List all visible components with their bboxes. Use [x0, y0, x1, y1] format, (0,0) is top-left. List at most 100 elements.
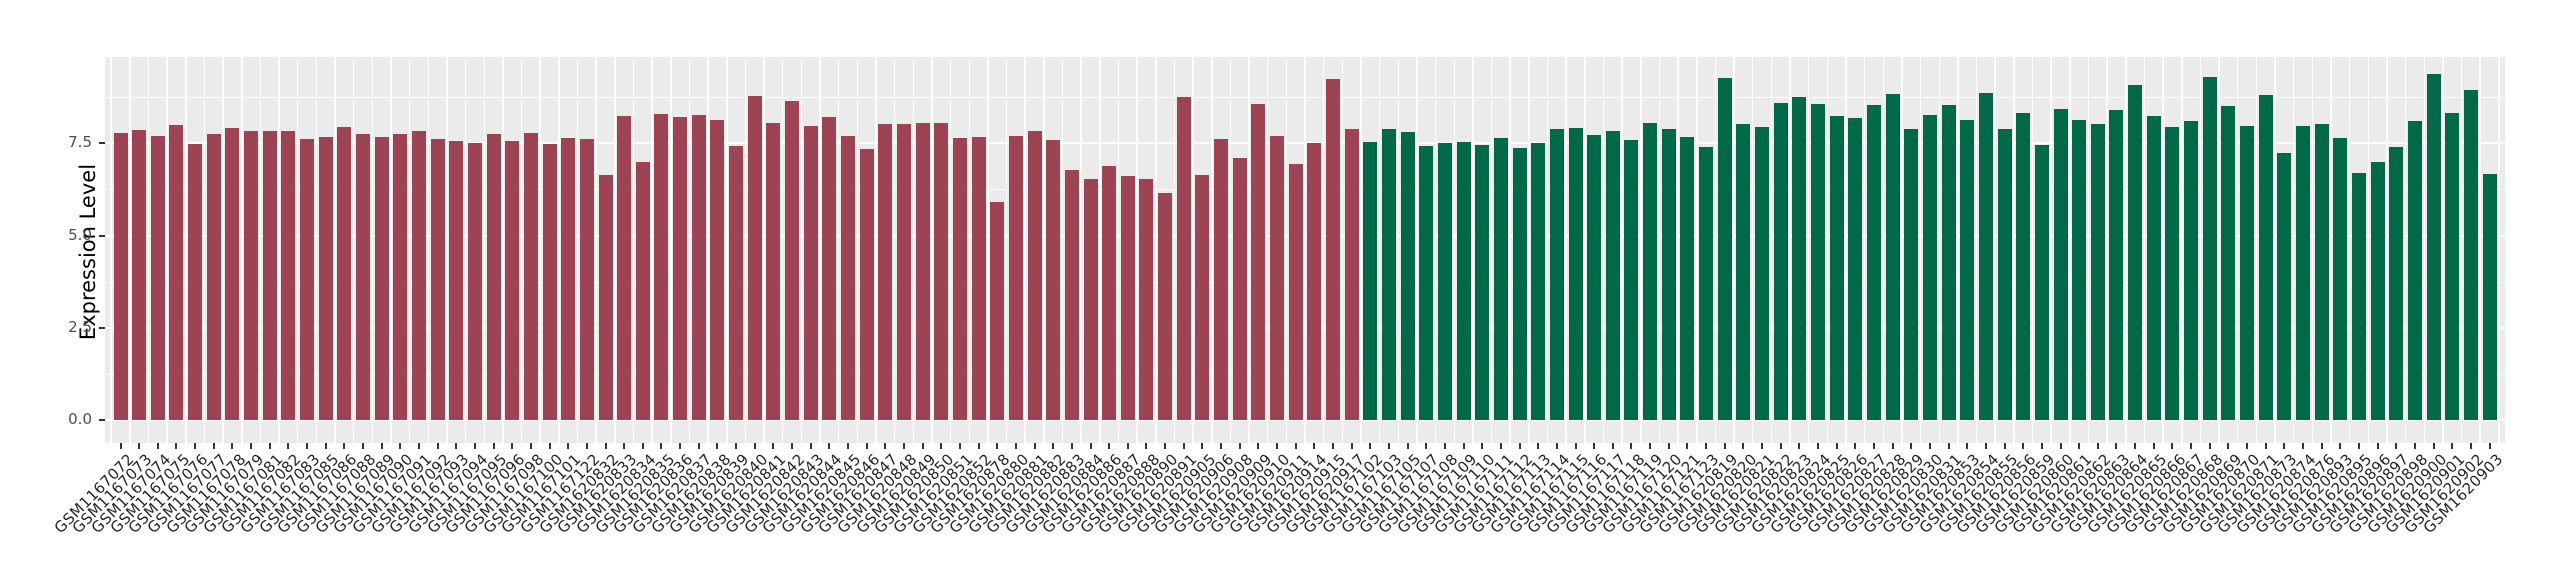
bar-GSM1167123: [1699, 147, 1714, 420]
bar-GSM1620900: [2426, 73, 2441, 420]
gridline-minor-v: [1975, 57, 1978, 443]
x-tick: [138, 443, 141, 449]
gridline-minor-v: [390, 57, 392, 443]
gridline-minor-v: [2423, 57, 2426, 443]
x-tick: [1089, 443, 1092, 449]
x-tick: [175, 443, 178, 449]
x-tick: [1667, 443, 1670, 449]
x-tick: [697, 443, 700, 449]
bar-GSM1620860: [2053, 108, 2068, 420]
gridline-minor-v: [1938, 57, 1940, 443]
bar-GSM1620856: [2016, 112, 2031, 420]
gridline-minor-v: [1882, 57, 1885, 443]
gridline-minor-v: [2162, 57, 2164, 443]
bar-GSM1167103: [1381, 129, 1396, 420]
x-tick: [772, 443, 775, 449]
bar-GSM1620840: [747, 95, 762, 420]
y-tick-label: 2.5: [68, 317, 92, 336]
y-tick-label: 7.5: [68, 133, 92, 152]
x-tick: [2320, 443, 2323, 449]
bar-GSM1620838: [710, 120, 725, 420]
x-tick: [1350, 443, 1353, 449]
bar-GSM1620844: [822, 117, 837, 420]
bar-GSM1620874: [2296, 126, 2311, 420]
x-tick: [1145, 443, 1148, 449]
bar-GSM1620820: [1736, 124, 1751, 420]
gridline-minor-v: [334, 57, 336, 443]
x-tick: [436, 443, 439, 449]
bar-GSM1167076: [188, 143, 203, 420]
bar-GSM1620842: [785, 100, 800, 420]
x-tick: [2208, 443, 2211, 449]
x-tick: [791, 443, 794, 449]
gridline-minor-v: [1099, 57, 1101, 443]
bar-GSM1620908: [1232, 157, 1247, 420]
bar-GSM1167098: [523, 132, 538, 420]
bar-GSM1620897: [2389, 146, 2404, 420]
bar-GSM1167101: [561, 137, 576, 420]
x-tick: [660, 443, 663, 449]
x-tick: [1854, 443, 1857, 449]
x-tick: [1369, 443, 1372, 449]
x-tick: [1332, 443, 1334, 449]
gridline-minor-v: [1770, 57, 1773, 443]
gridline-minor-v: [2106, 57, 2108, 443]
bar-GSM1620870: [2240, 126, 2255, 420]
bar-GSM1620881: [1027, 130, 1042, 420]
x-tick: [119, 443, 122, 449]
gridline-minor-v: [2348, 57, 2351, 443]
bar-GSM1620825: [1829, 116, 1844, 420]
x-tick: [1014, 443, 1017, 449]
x-tick: [231, 443, 234, 449]
bar-GSM1167100: [542, 144, 557, 420]
gridline-minor-v: [1565, 57, 1567, 443]
x-tick: [977, 443, 980, 449]
bar-GSM1620827: [1866, 105, 1881, 420]
gridline-minor-v: [1751, 57, 1754, 443]
x-tick: [1761, 443, 1764, 449]
x-tick: [1481, 443, 1484, 449]
gridline-minor-v: [1248, 57, 1250, 443]
x-tick: [287, 443, 290, 449]
x-tick: [268, 443, 271, 449]
x-tick: [473, 443, 476, 449]
gridline-minor-v: [1677, 57, 1679, 443]
gridline-minor-v: [1621, 57, 1623, 443]
gridline-minor-v: [166, 57, 168, 443]
gridline-minor-v: [1080, 57, 1082, 443]
bar-GSM1620852: [971, 136, 986, 420]
x-tick: [399, 443, 402, 449]
x-tick: [1499, 443, 1502, 449]
x-tick: [1387, 443, 1390, 449]
gridline-minor-v: [931, 57, 933, 443]
x-tick: [958, 443, 961, 449]
x-tick: [529, 443, 532, 449]
bar-GSM1620906: [1214, 139, 1229, 420]
gridline-minor-v: [185, 57, 187, 443]
bar-GSM1620821: [1755, 127, 1770, 420]
gridline-minor-v: [352, 57, 355, 443]
x-tick: [1313, 443, 1316, 449]
gridline-minor-v: [1061, 57, 1064, 443]
x-tick: [417, 443, 420, 449]
gridline-minor-v: [203, 57, 206, 443]
gridline-minor-v: [726, 57, 728, 443]
gridline-minor-v: [1528, 57, 1530, 443]
bar-GSM1167122: [579, 138, 594, 420]
gridline-minor-v: [1957, 57, 1959, 443]
bar-GSM1620876: [2314, 124, 2329, 420]
gridline-minor-v: [464, 57, 467, 443]
bar-GSM1167077: [206, 134, 221, 420]
bar-GSM1167083: [300, 138, 315, 420]
gridline-minor-v: [1155, 57, 1157, 443]
bar-GSM1167073: [132, 130, 147, 420]
bar-GSM1620909: [1251, 103, 1266, 420]
x-tick: [1108, 443, 1111, 449]
gridline-minor-v: [129, 57, 131, 443]
bar-GSM1620915: [1326, 79, 1340, 420]
x-tick: [809, 443, 812, 449]
bar-GSM1167109: [1456, 141, 1471, 420]
x-tick: [1052, 443, 1055, 449]
bar-GSM1620895: [2351, 172, 2366, 420]
x-tick: [343, 443, 346, 449]
